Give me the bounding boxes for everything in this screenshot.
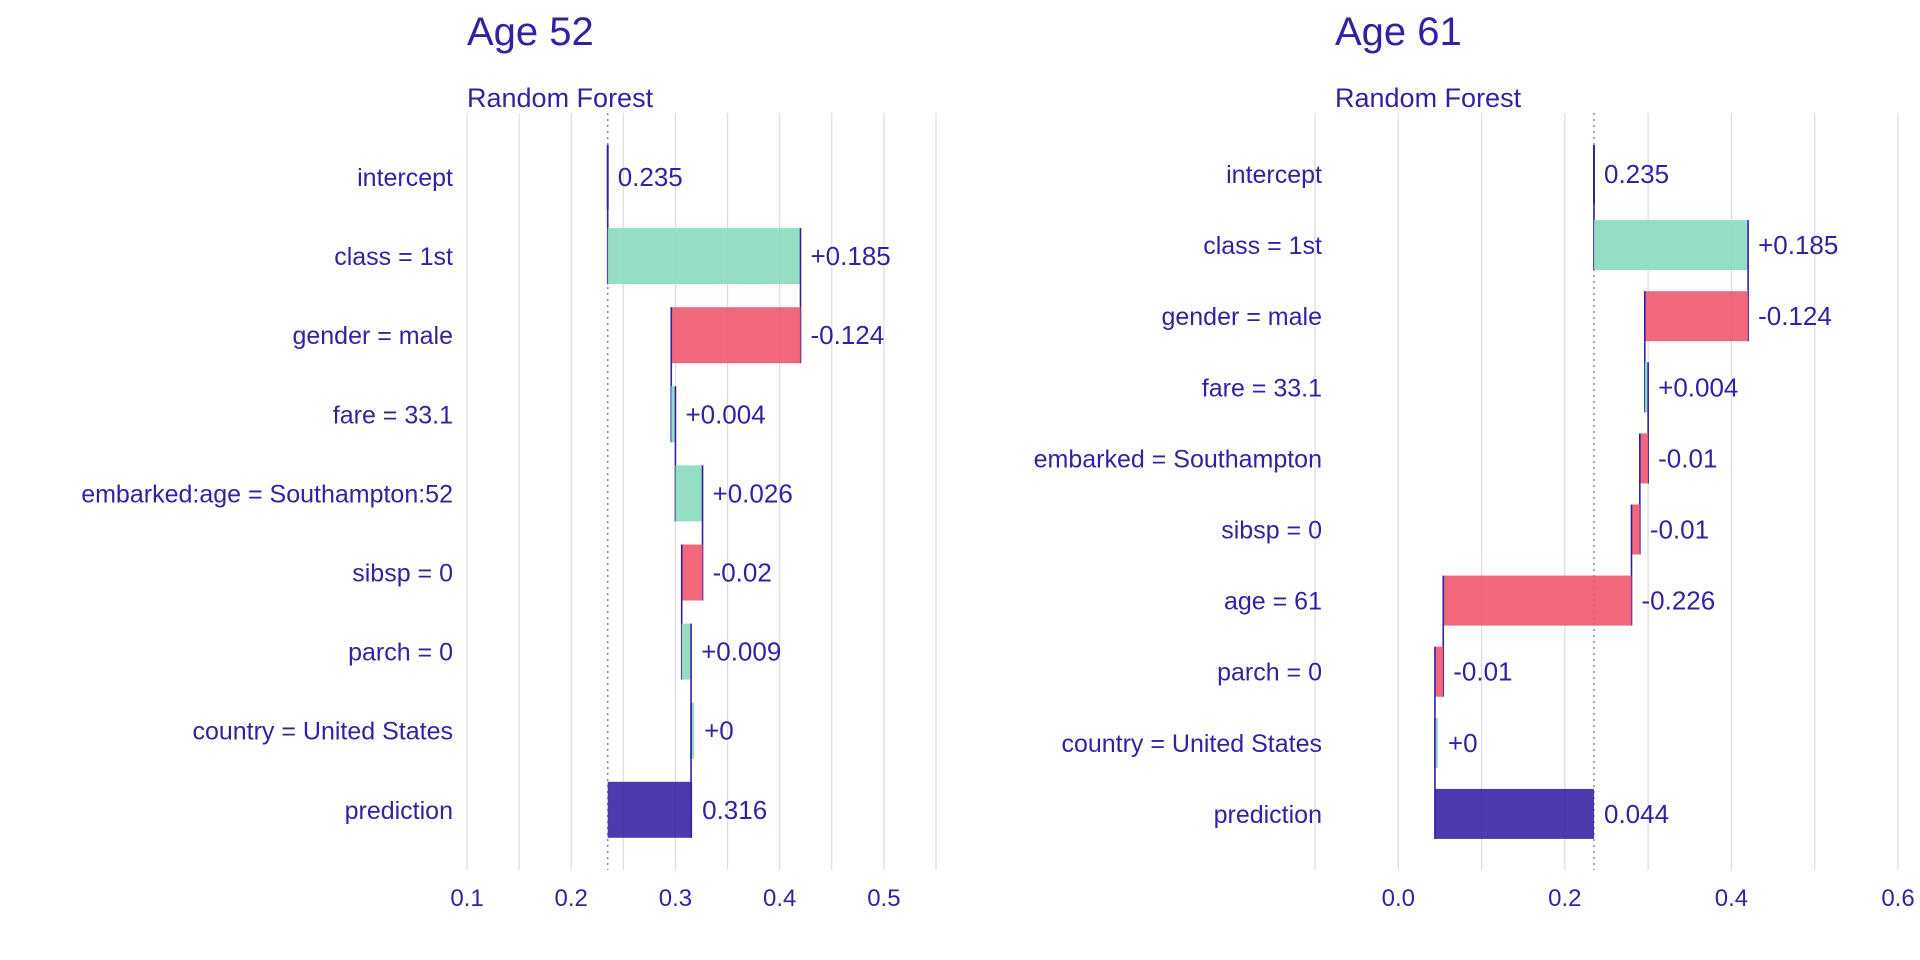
negative-bar (1631, 504, 1640, 555)
x-tick-label: 0.4 (763, 885, 796, 912)
x-tick-label: 0.1 (450, 885, 483, 912)
category-label: sibsp = 0 (1221, 517, 1322, 545)
x-tick-label: 0.3 (659, 885, 692, 912)
positive-bar (1594, 220, 1749, 271)
positive-bar (675, 465, 703, 522)
value-label: -0.01 (1453, 657, 1512, 687)
value-label: -0.124 (1758, 301, 1832, 331)
positive-bar (1644, 362, 1649, 413)
category-label: intercept (357, 164, 453, 192)
category-label: parch = 0 (348, 639, 453, 667)
value-label: -0.01 (1658, 443, 1717, 473)
positive-bar (691, 702, 695, 759)
prediction-bar (1434, 788, 1595, 839)
x-tick-label: 0.2 (555, 885, 588, 912)
waterfall-chart-left: 0.1 0.2 0.3 0.4 0.5 intercept 0.235 class = 1st… (81, 113, 937, 912)
chart-panel-left: Age 52 Random Forest 0.1 0.2 0.3 0.4 0.5 inte… (81, 10, 937, 912)
negative-bar (1639, 433, 1649, 484)
category-label: sibsp = 0 (352, 560, 453, 588)
value-label: -0.226 (1641, 586, 1715, 616)
grid (1314, 113, 1899, 870)
category-label: prediction (1214, 801, 1322, 829)
chart-panel-right: Age 61 Random Forest 0.0 0.2 0.4 0.6 interce… (960, 0, 1920, 960)
bars (606, 145, 802, 838)
category-label: fare = 33.1 (1202, 374, 1322, 402)
positive-bar (681, 623, 692, 680)
negative-bar (671, 307, 801, 364)
x-tick-label: 0.5 (867, 885, 900, 912)
chart-subtitle: Random Forest (1335, 83, 1522, 113)
x-tick-label: 0.0 (1382, 885, 1415, 912)
negative-bar (681, 544, 703, 601)
category-label: country = United States (192, 718, 453, 746)
category-label: class = 1st (1203, 232, 1322, 260)
value-label: -0.02 (713, 558, 772, 588)
category-label: age = 61 (1224, 588, 1322, 616)
category-label: embarked:age = Southampton:52 (81, 480, 453, 508)
category-label: embarked = Southampton (1034, 445, 1322, 473)
chart-title: Age 61 (1335, 10, 1462, 54)
category-label: gender = male (1161, 303, 1322, 331)
value-label: +0.004 (1658, 372, 1738, 402)
positive-bar (671, 386, 676, 443)
x-tick-label: 0.6 (1881, 885, 1914, 912)
positive-bar (1434, 717, 1438, 768)
value-label: +0 (704, 716, 734, 746)
chart-title: Age 52 (467, 10, 594, 54)
category-label: intercept (1226, 161, 1322, 189)
x-tick-label: 0.2 (1548, 885, 1581, 912)
value-label: +0.185 (1758, 230, 1838, 260)
category-label: parch = 0 (1217, 659, 1322, 687)
prediction-bar (607, 781, 693, 838)
x-tick-label: 0.4 (1715, 885, 1748, 912)
value-label: +0.185 (811, 241, 891, 271)
negative-bar (1443, 575, 1632, 626)
value-label: 0.235 (618, 162, 683, 192)
value-label: +0 (1448, 728, 1478, 758)
value-label: -0.124 (811, 320, 885, 350)
category-label: fare = 33.1 (333, 401, 453, 429)
value-label: +0.004 (685, 399, 765, 429)
category-label: country = United States (1061, 730, 1322, 758)
value-label: -0.01 (1650, 515, 1709, 545)
chart-subtitle: Random Forest (467, 83, 654, 113)
bars (1434, 145, 1749, 839)
positive-bar (607, 228, 801, 285)
negative-bar (1644, 291, 1749, 342)
value-label: 0.235 (1604, 159, 1669, 189)
waterfall-chart-right: 0.0 0.2 0.4 0.6 intercept 0.235 class = 1st +0.… (1034, 113, 1915, 912)
value-label: 0.316 (702, 795, 767, 825)
value-label: +0.026 (713, 478, 793, 508)
category-label: class = 1st (334, 243, 453, 271)
category-label: gender = male (292, 322, 453, 350)
negative-bar (1434, 646, 1444, 697)
category-label: prediction (345, 797, 453, 825)
value-label: 0.044 (1604, 799, 1669, 829)
value-label: +0.009 (701, 637, 781, 667)
